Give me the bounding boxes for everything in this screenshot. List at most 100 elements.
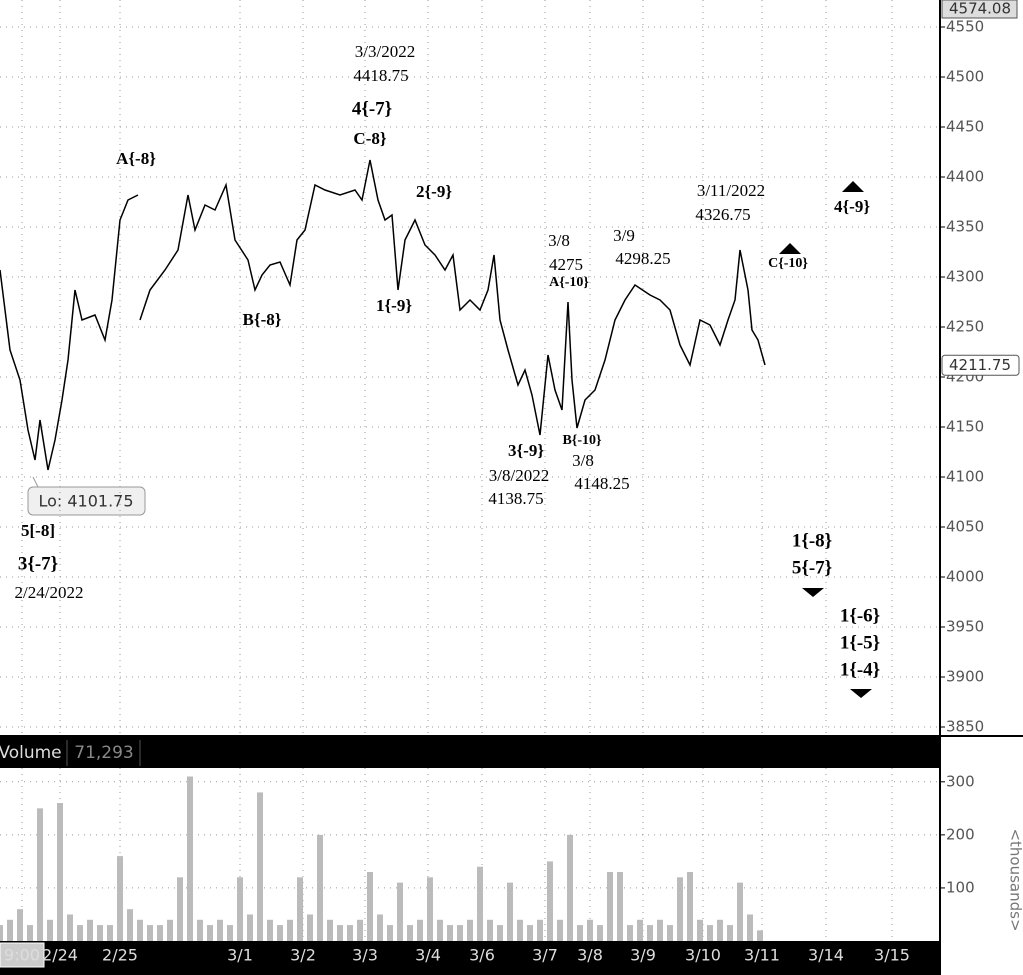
- wave-annotation: 1{-5}: [840, 632, 880, 653]
- volume-bar: [127, 909, 133, 941]
- x-tick-label: 3/2: [290, 946, 316, 965]
- wave-annotation: 4148.25: [574, 474, 629, 493]
- wave-annotation: 1{-9}: [376, 296, 412, 315]
- volume-bar: [77, 925, 83, 941]
- low-callout: [27, 486, 146, 516]
- volume-bar: [367, 872, 373, 941]
- wave-annotation: C-8}: [353, 129, 386, 148]
- volume-bar: [147, 925, 153, 941]
- volume-bar: [527, 925, 533, 941]
- x-tick-label: 3/14: [808, 946, 844, 965]
- y-tick-label: 3850: [946, 718, 984, 736]
- time-box: [0, 942, 45, 968]
- volume-bar: [387, 925, 393, 941]
- volume-bar: [47, 919, 53, 941]
- volume-bar: [427, 877, 433, 941]
- last-label: 4211.75: [949, 356, 1011, 374]
- y-tick-label: 4350: [946, 218, 984, 236]
- volume-bar: [0, 925, 3, 941]
- volume-bar: [167, 919, 173, 941]
- wave-annotation: 3/8: [572, 451, 594, 470]
- x-tick-label: 9:00: [4, 946, 40, 965]
- wave-annotation: A{-10}: [549, 275, 589, 290]
- volume-header: [0, 735, 940, 768]
- volume-bar: [197, 919, 203, 941]
- y-tick-label: 4150: [946, 418, 984, 436]
- volume-bar: [257, 792, 263, 941]
- high-box: [941, 0, 1018, 19]
- y-tick-label: 4050: [946, 518, 984, 536]
- wave-annotation: 4298.25: [615, 249, 670, 268]
- y-tick-label: 4500: [946, 68, 984, 86]
- volume-axis-label: <thousands>: [1007, 828, 1023, 931]
- y-tick-label: 4000: [946, 568, 984, 586]
- x-tick-label: 3/7: [532, 946, 558, 965]
- volume-bar: [157, 925, 163, 941]
- wave-annotation: 3/9: [613, 226, 635, 245]
- volume-bar: [227, 925, 233, 941]
- volume-bar: [737, 882, 743, 941]
- wave-annotation: 4{-7}: [352, 98, 392, 119]
- wave-annotation: B{-8}: [243, 310, 282, 329]
- x-tick-label: 3/10: [685, 946, 721, 965]
- volume-value: 71,293: [74, 743, 133, 763]
- volume-bar: [317, 834, 323, 941]
- volume-bar: [17, 909, 23, 941]
- x-tick-label: 3/1: [227, 946, 253, 965]
- volume-bar: [87, 919, 93, 941]
- volume-bar: [577, 925, 583, 941]
- wave-annotation: C{-10}: [768, 256, 808, 271]
- volume-bar: [357, 919, 363, 941]
- volume-bar: [697, 919, 703, 941]
- volume-bar: [597, 925, 603, 941]
- x-tick-label: 3/15: [874, 946, 910, 965]
- volume-bar: [27, 925, 33, 941]
- volume-bar: [37, 808, 43, 941]
- volume-bar: [467, 919, 473, 941]
- volume-bar: [377, 914, 383, 941]
- volume-bar: [327, 919, 333, 941]
- volume-bar: [507, 882, 513, 941]
- last-box: [941, 354, 1020, 376]
- volume-bar: [497, 925, 503, 941]
- volume-title: Volume: [0, 743, 62, 763]
- volume-bar: [757, 930, 763, 941]
- wave-annotation: 2/24/2022: [15, 583, 84, 602]
- y-tick-label: 4550: [946, 18, 984, 36]
- volume-bar: [217, 919, 223, 941]
- x-tick-label: 3/11: [744, 946, 780, 965]
- x-tick-label: 2/24: [42, 946, 78, 965]
- y-tick-label: 200: [946, 825, 975, 843]
- volume-bar: [747, 914, 753, 941]
- wave-annotation: 3/8/2022: [489, 466, 549, 485]
- wave-annotation: 3/3/2022: [355, 42, 415, 61]
- wave-annotation: 1{-4}: [840, 659, 880, 680]
- volume-bar: [627, 925, 633, 941]
- volume-bar: [437, 919, 443, 941]
- volume-bar: [417, 919, 423, 941]
- x-tick-label: 3/6: [469, 946, 495, 965]
- volume-bar: [717, 919, 723, 941]
- volume-bar: [187, 776, 193, 941]
- wave-annotation: B{-10}: [562, 433, 602, 448]
- volume-bar: [277, 925, 283, 941]
- volume-bar: [267, 919, 273, 941]
- wave-annotation: 3{-7}: [18, 553, 58, 574]
- wave-annotation: 4{-9}: [834, 197, 870, 216]
- volume-bar: [517, 919, 523, 941]
- volume-bar: [337, 925, 343, 941]
- volume-bar: [657, 919, 663, 941]
- x-axis-bar: [0, 941, 940, 975]
- volume-bar: [407, 925, 413, 941]
- volume-bar: [247, 914, 253, 941]
- volume-bar: [287, 919, 293, 941]
- volume-bar: [7, 919, 13, 941]
- volume-bar: [207, 925, 213, 941]
- volume-bar: [587, 919, 593, 941]
- volume-bar: [487, 919, 493, 941]
- y-tick-label: 300: [946, 772, 975, 790]
- volume-bar: [117, 856, 123, 941]
- low-label: Lo: 4101.75: [38, 492, 133, 511]
